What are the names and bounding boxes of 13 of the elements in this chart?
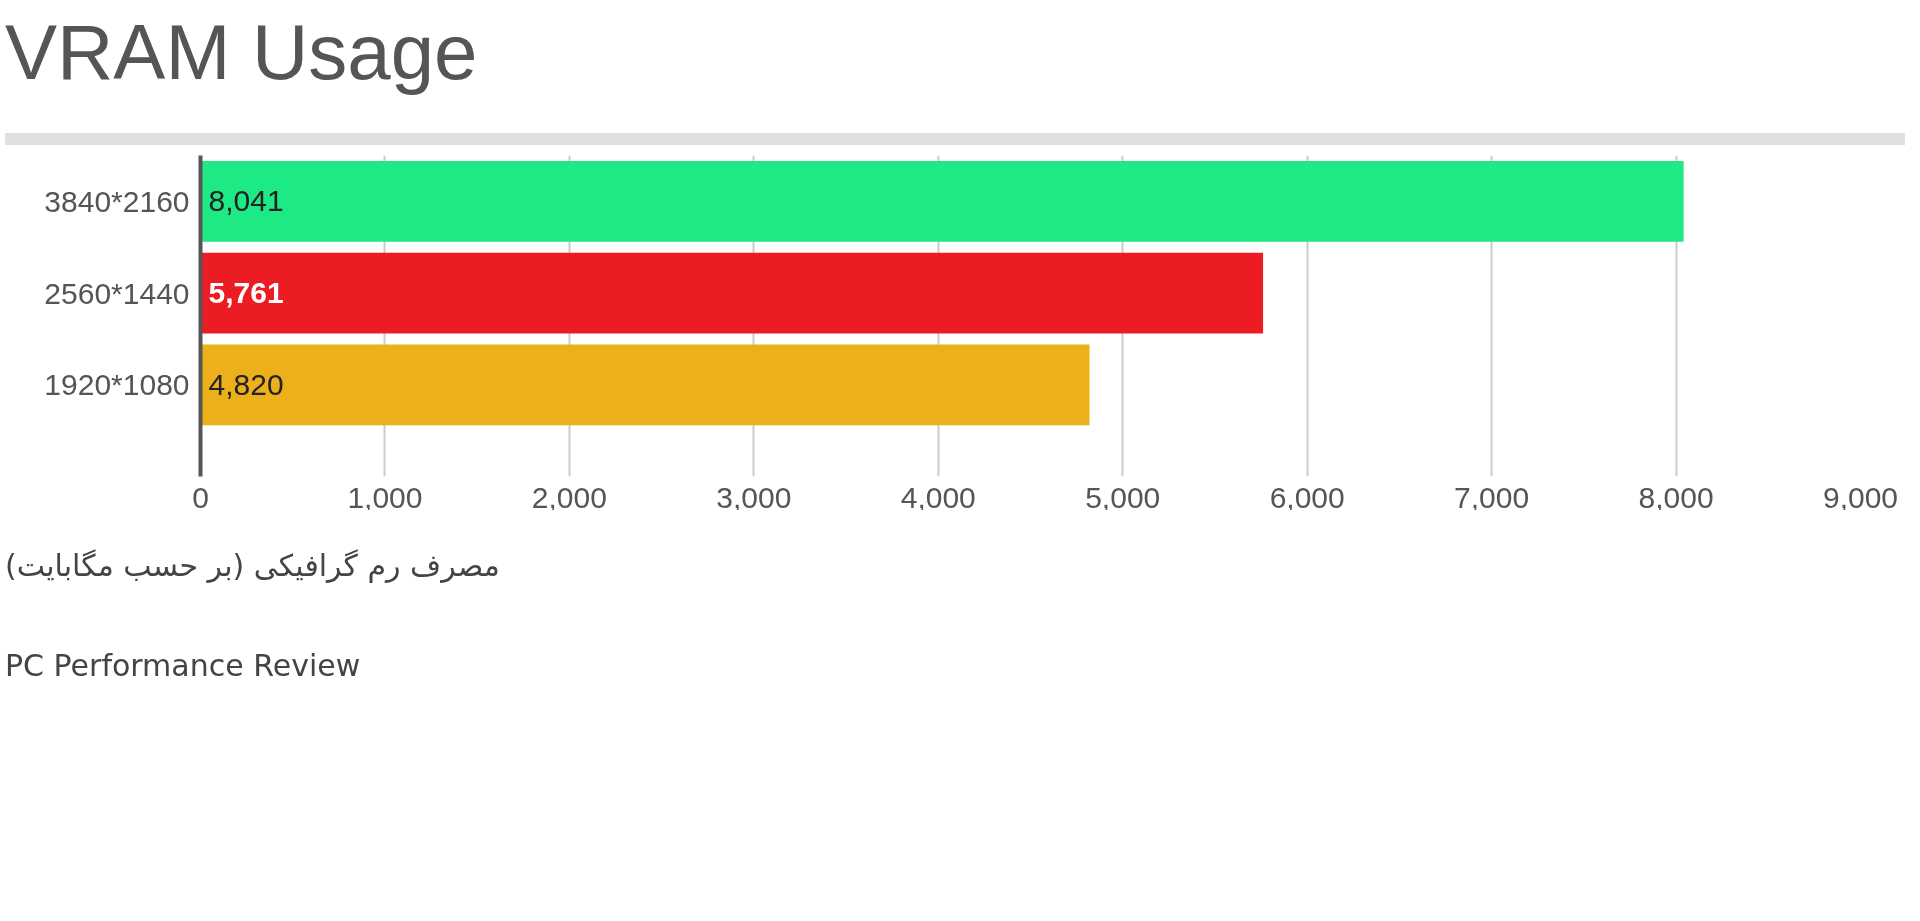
- data-label: 5,761: [208, 276, 284, 310]
- chart-title: VRAM Usage: [5, 7, 478, 98]
- text: PC Performance Review: [5, 647, 361, 685]
- text: مصرف رم گرافیکی (بر حسب مگابایت): [5, 547, 500, 585]
- y-tick-label: 3840*2160: [44, 184, 190, 218]
- bar: [200, 161, 1684, 242]
- x-tick-label: 0: [192, 480, 209, 514]
- bar: [200, 344, 1090, 426]
- data-label: 8,041: [208, 184, 284, 218]
- bar: [200, 252, 1264, 334]
- data-label: 4,820: [208, 367, 284, 401]
- y-tick-label: 2560*1440: [44, 276, 190, 310]
- y-tick-label: 1920*1080: [44, 368, 190, 402]
